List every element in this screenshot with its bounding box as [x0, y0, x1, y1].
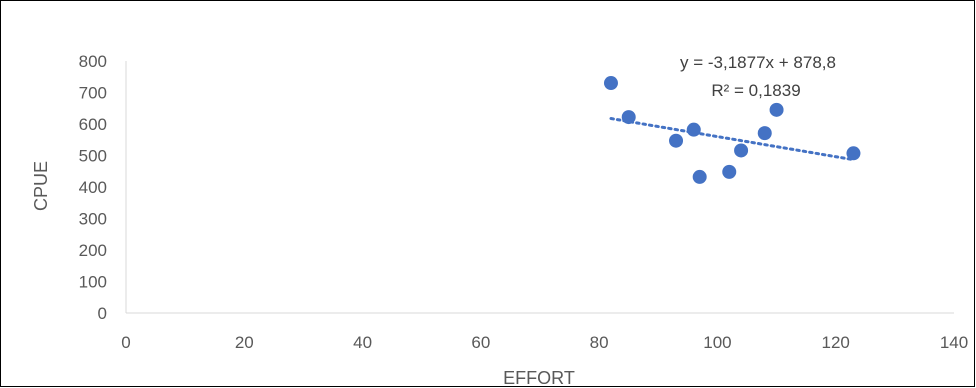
y-tick-label: 700: [79, 84, 107, 103]
y-tick-label: 500: [79, 147, 107, 166]
x-tick-label: 100: [703, 333, 731, 352]
y-tick-label: 400: [79, 178, 107, 197]
y-tick-labels: 0 100 200 300 400 500 600 700 800: [79, 52, 107, 323]
x-tick-labels: 0 20 40 60 80 100 120 140: [121, 333, 968, 352]
data-point: [757, 126, 772, 141]
trendline-equation: y = -3,1877x + 878,8: [680, 53, 836, 72]
data-point: [722, 164, 737, 179]
data-point: [769, 102, 784, 117]
x-axis-title: EFFORT: [503, 368, 575, 388]
data-point: [846, 146, 861, 161]
x-tick-label: 20: [235, 333, 254, 352]
data-point: [692, 169, 707, 184]
x-tick-label: 40: [353, 333, 372, 352]
y-tick-label: 0: [98, 304, 107, 323]
data-point: [603, 76, 618, 91]
data-point: [686, 122, 701, 137]
y-tick-label: 100: [79, 273, 107, 292]
x-tick-label: 80: [590, 333, 609, 352]
trendline: [609, 117, 855, 162]
y-tick-label: 200: [79, 241, 107, 260]
trendline-r-squared: R² = 0,1839: [711, 81, 800, 100]
trendline-group: [609, 117, 855, 162]
x-tick-label: 120: [822, 333, 850, 352]
x-tick-label: 60: [471, 333, 490, 352]
data-point: [669, 133, 684, 148]
y-tick-label: 800: [79, 52, 107, 71]
data-point: [621, 110, 636, 125]
y-tick-label: 600: [79, 115, 107, 134]
y-axis-title: CPUE: [31, 161, 51, 211]
x-tick-label: 0: [121, 333, 130, 352]
data-points: [603, 76, 861, 184]
y-tick-label: 300: [79, 210, 107, 229]
x-tick-label: 140: [940, 333, 968, 352]
data-point: [734, 143, 749, 158]
